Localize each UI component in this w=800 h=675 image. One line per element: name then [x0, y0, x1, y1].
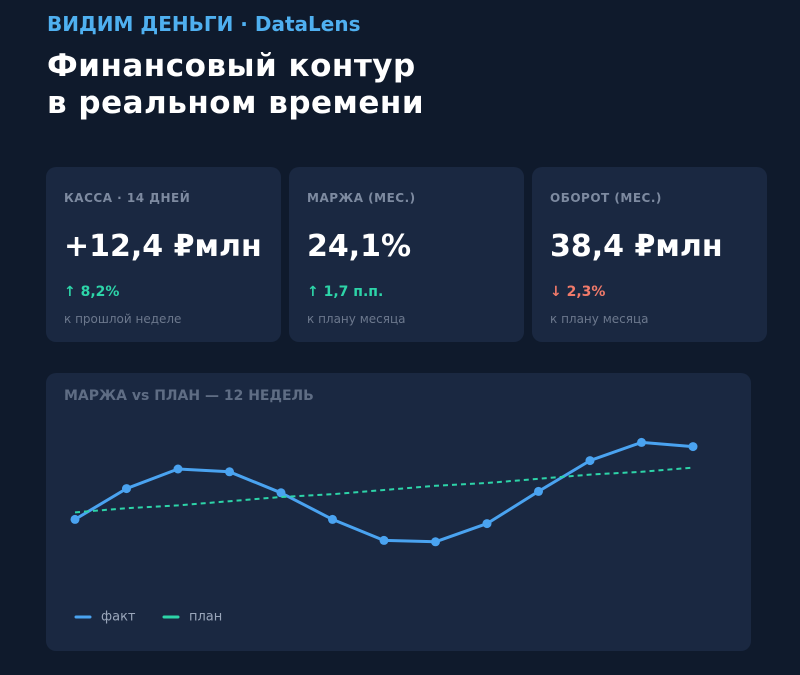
kpi-label: МАРЖА (МЕС.): [307, 191, 416, 205]
legend-label: факт: [101, 610, 136, 625]
kpi-change: ↑ 1,7 п.п.: [307, 284, 384, 300]
kpi-change: ↑ 8,2%: [64, 284, 120, 300]
point: [534, 486, 543, 496]
point: [276, 488, 286, 498]
kpi-label: ОБОРОТ (МЕС.): [550, 191, 662, 205]
point: [482, 519, 492, 529]
legend-label: план: [189, 610, 222, 625]
kicker: ВИДИМ ДЕНЬГИ · DataLens: [47, 12, 361, 36]
point: [585, 456, 595, 466]
kpi-label: КАССА · 14 ДНЕЙ: [64, 191, 191, 205]
point: [688, 442, 698, 452]
kpi-value: +12,4 ₽млн: [64, 229, 262, 264]
point: [70, 514, 80, 524]
point: [173, 464, 183, 474]
chart: МАРЖА vs ПЛАН — 12 НЕДЕЛЬ факт план: [64, 388, 698, 625]
kpi-card: КАССА · 14 ДНЕЙ +12,4 ₽млн ↑ 8,2% к прошлой…: [46, 167, 281, 342]
kpi-card: МАРЖА (МЕС.) 24,1% ↑ 1,7 п.п. к плану месяц…: [289, 167, 524, 342]
kpi-card: ОБОРОТ (МЕС.) 38,4 ₽млн ↓ 2,3% к плану меся…: [532, 167, 767, 342]
chart-card: МАРЖА vs ПЛАН — 12 НЕДЕЛЬ факт план: [46, 373, 751, 651]
title-line: Финансовый контур: [47, 48, 416, 84]
chart-title: МАРЖА vs ПЛАН — 12 НЕДЕЛЬ: [64, 388, 314, 404]
kpi-value: 38,4 ₽млн: [550, 229, 723, 264]
point: [431, 537, 440, 547]
point: [225, 467, 234, 477]
kpi-value: 24,1%: [307, 229, 412, 264]
kpi-note: к плану месяца: [550, 312, 649, 326]
title-line: в реальном времени: [47, 85, 425, 121]
point: [122, 484, 131, 494]
series-line: [74, 466, 694, 514]
kpi-note: к плану месяца: [307, 312, 406, 326]
series-line: [74, 440, 694, 544]
point: [379, 535, 389, 545]
point: [328, 514, 337, 524]
kpi-change: ↓ 2,3%: [550, 284, 606, 300]
kpi-note: к прошлой неделе: [64, 312, 182, 326]
point: [637, 437, 646, 447]
